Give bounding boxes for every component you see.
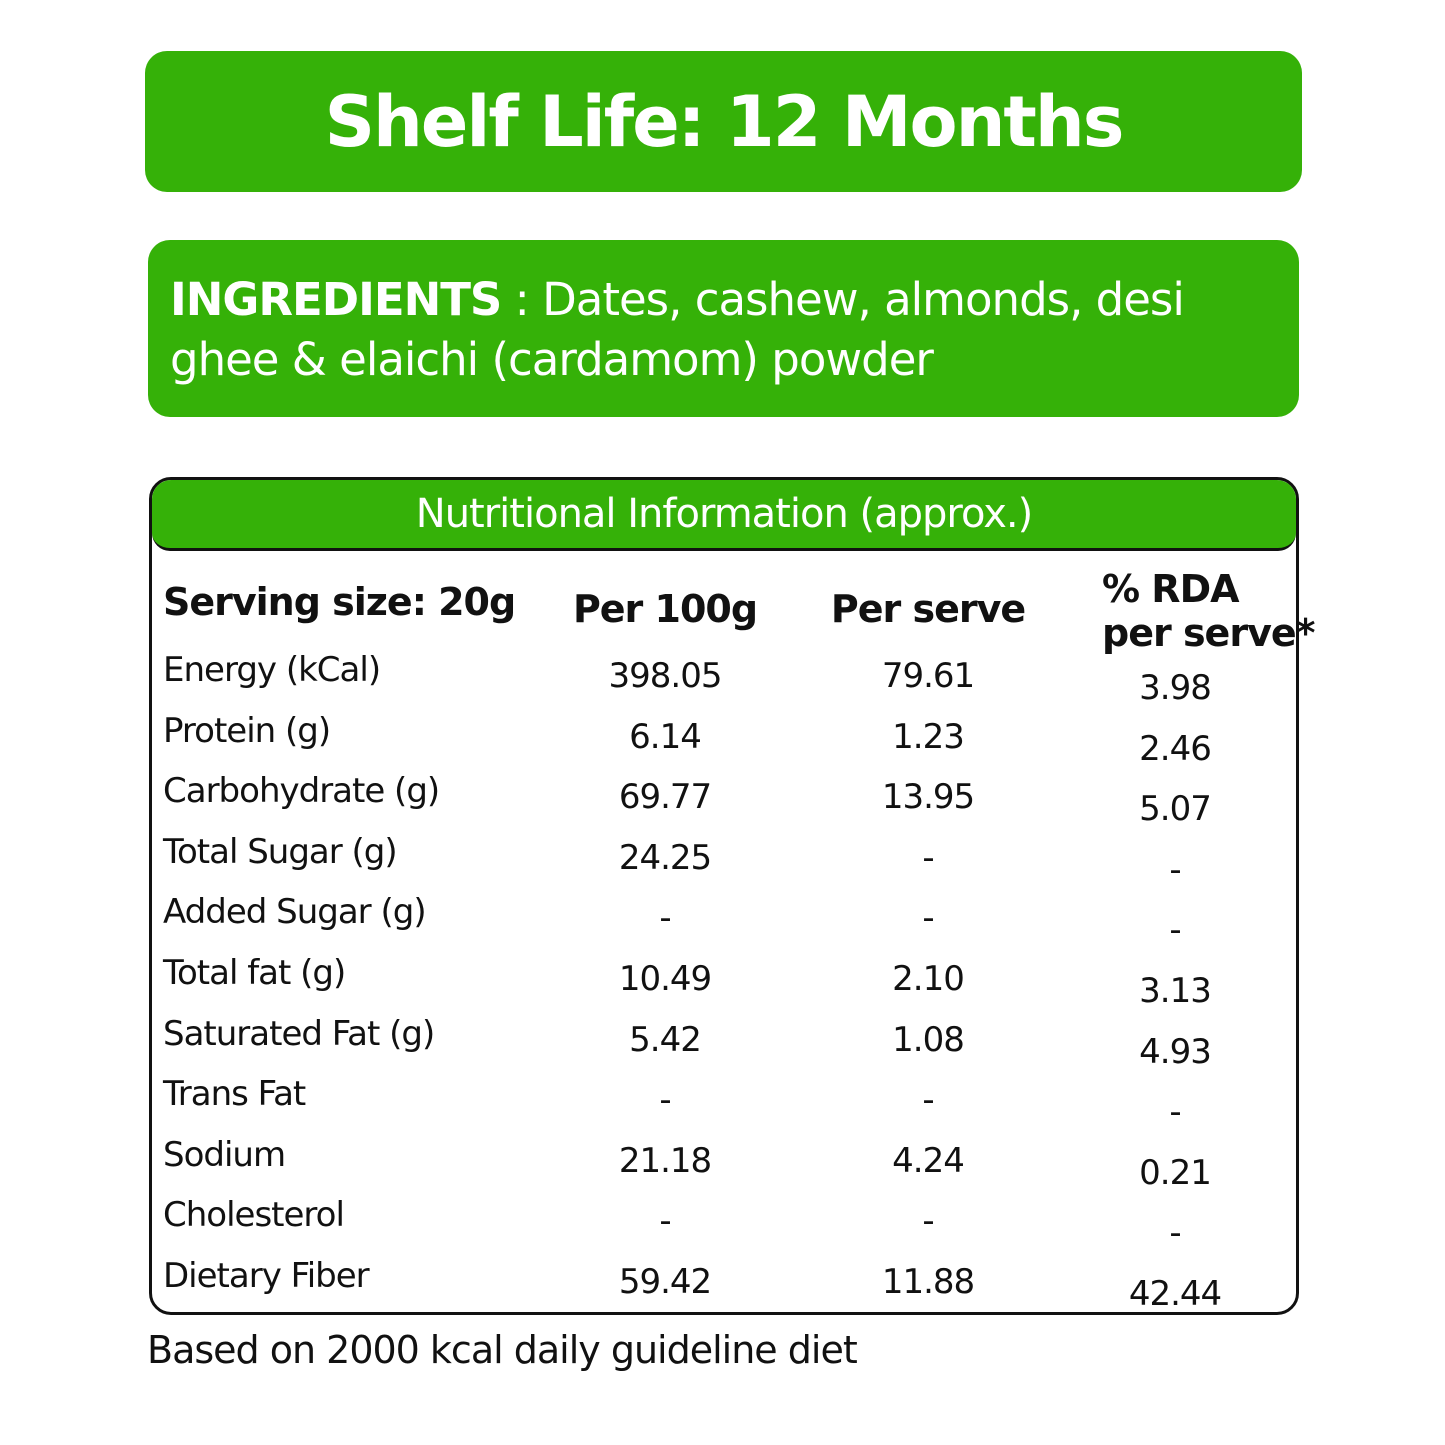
nutrient-name: Trans Fat — [163, 1074, 306, 1115]
per-100g-value: - — [659, 1201, 671, 1242]
nutrient-name: Sodium — [163, 1134, 286, 1175]
rda-value: - — [1169, 1092, 1181, 1133]
rda-value: 0.21 — [1139, 1152, 1212, 1193]
per-100g-value: 10.49 — [618, 959, 712, 999]
footnote: Based on 2000 kcal daily guideline diet — [147, 1328, 858, 1372]
per-100g-value: 398.05 — [608, 656, 723, 696]
shelf-life-banner: Shelf Life: 12 Months — [145, 51, 1302, 192]
nutrient-name: Dietary Fiber — [163, 1256, 370, 1296]
ingredients-banner: INGREDIENTS : Dates, cashew, almonds, de… — [148, 240, 1299, 417]
rda-value: - — [1169, 910, 1181, 951]
nutrient-name: Cholesterol — [163, 1195, 345, 1236]
per-100g-value: 59.42 — [618, 1262, 712, 1302]
per-serve-value: - — [922, 898, 934, 939]
nutrient-name: Total fat (g) — [163, 953, 346, 993]
nutrition-title: Nutritional Information (approx.) — [152, 480, 1296, 551]
nutrient-name: Energy (kCal) — [163, 650, 381, 690]
nutrient-name: Saturated Fat (g) — [163, 1013, 435, 1054]
rda-header-line1: % RDA — [1102, 567, 1240, 611]
per-serve-value: 2.10 — [892, 959, 965, 999]
rda-header-line2: per serve* — [1102, 611, 1315, 655]
per-100g-value: 69.77 — [618, 777, 712, 818]
per-serve-value: 11.88 — [881, 1262, 975, 1302]
per-serve-value: 1.23 — [892, 716, 965, 757]
per-serve-header: Per serve — [830, 587, 1026, 631]
nutrient-name: Total Sugar (g) — [163, 831, 398, 872]
per-serve-value: - — [922, 1080, 934, 1121]
per-serve-value: 13.95 — [881, 777, 975, 818]
per-100g-header: Per 100g — [572, 587, 758, 631]
ingredients-label: INGREDIENTS — [170, 273, 502, 326]
per-100g-value: - — [659, 1080, 671, 1121]
per-serve-value: - — [922, 1201, 934, 1242]
per-100g-value: - — [659, 898, 671, 939]
rda-value: - — [1169, 849, 1181, 890]
rda-value: 4.93 — [1139, 1031, 1212, 1072]
nutrient-name: Protein (g) — [163, 710, 331, 751]
nutrient-name: Carbohydrate (g) — [163, 771, 440, 812]
nutrient-name: Added Sugar (g) — [163, 892, 427, 933]
per-100g-value: 5.42 — [629, 1019, 702, 1060]
nutrition-table: Nutritional Information (approx.) — [149, 477, 1299, 1315]
rda-value: 3.13 — [1139, 971, 1212, 1011]
per-serve-value: 79.61 — [881, 656, 975, 696]
per-100g-value: 24.25 — [618, 837, 712, 878]
rda-value: 5.07 — [1139, 789, 1212, 830]
per-100g-value: 6.14 — [629, 716, 702, 757]
rda-value: 3.98 — [1139, 668, 1212, 708]
per-100g-value: 21.18 — [618, 1140, 712, 1181]
serving-size-header: Serving size: 20g — [163, 580, 516, 624]
ingredients-text: : Dates, cashew, almonds, desi ghee & el… — [170, 273, 1185, 386]
per-serve-value: 4.24 — [892, 1140, 965, 1181]
rda-value: 42.44 — [1128, 1274, 1222, 1314]
rda-value: 2.46 — [1139, 728, 1212, 769]
rda-value: - — [1169, 1213, 1181, 1254]
rda-header: % RDA per serve* — [1102, 567, 1315, 655]
per-serve-value: 1.08 — [892, 1019, 965, 1060]
per-serve-value: - — [922, 837, 934, 878]
